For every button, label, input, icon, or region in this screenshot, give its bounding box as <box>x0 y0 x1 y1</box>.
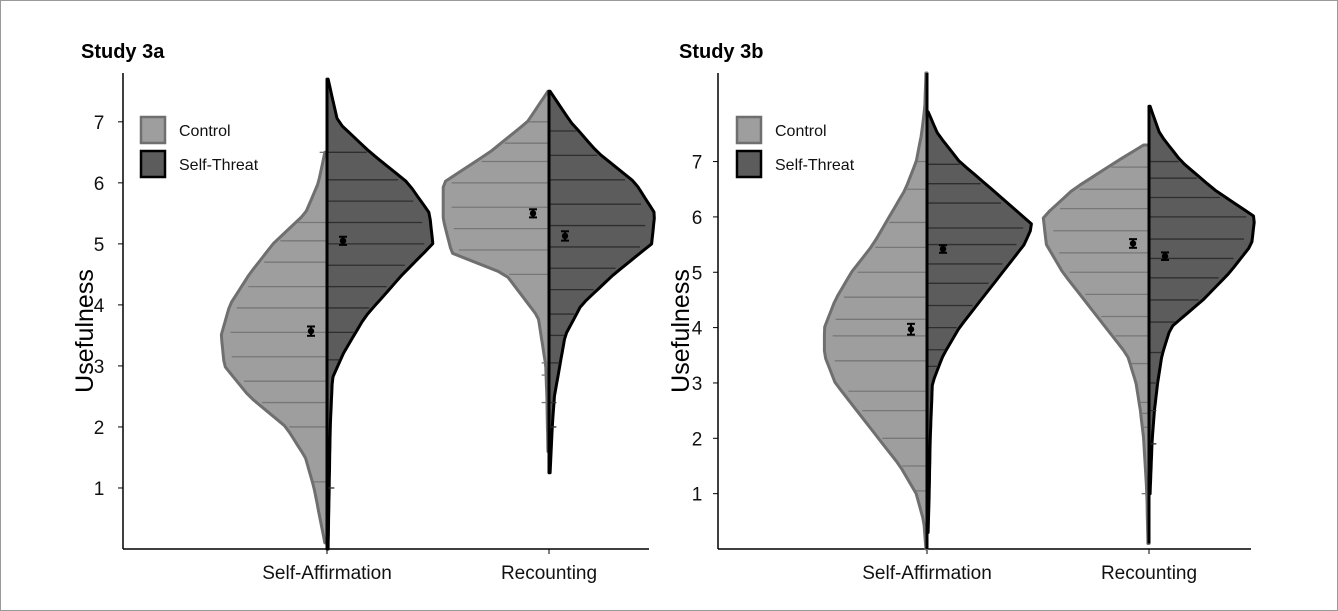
y-tick-label: 6 <box>94 174 105 195</box>
y-tick-label: 4 <box>94 296 105 317</box>
violin-self-threat-recounting <box>547 89 656 475</box>
y-tick-label: 3 <box>692 374 703 395</box>
violin-self-threat-self-affirmation <box>925 110 1033 534</box>
y-tick-label: 5 <box>94 235 105 256</box>
y-tick-label: 2 <box>94 418 105 439</box>
y-tick-label: 5 <box>692 263 703 284</box>
legend-swatch <box>735 115 763 145</box>
mean-point <box>1161 253 1169 260</box>
panel-title: Study 3a <box>81 41 165 63</box>
y-tick-label: 4 <box>692 319 703 340</box>
legend-label: Self-Threat <box>775 157 855 174</box>
violin-control-self-affirmation <box>219 150 329 545</box>
panel-study-3b: Study 3b 1 2 3 4 5 6 7 Usefulness Self-Affirmatio… <box>667 41 1256 584</box>
y-tick-label: 2 <box>692 429 703 450</box>
legend: Control Self-Threat <box>735 115 855 179</box>
legend-swatch <box>139 149 167 179</box>
legend-swatch <box>139 115 167 145</box>
y-tick-label: 7 <box>94 113 105 134</box>
mean-point <box>1129 240 1137 247</box>
x-category-label: Self-Affirmation <box>262 563 392 584</box>
legend-label: Self-Threat <box>179 157 259 174</box>
y-tick-label: 7 <box>692 153 703 174</box>
violin-self-threat-recounting <box>1147 104 1256 496</box>
mean-point <box>529 210 537 217</box>
panel-study-3a: Study 3a 1 2 3 4 5 6 7 Usefulness Self-Affirmatio… <box>71 41 656 584</box>
violin-self-threat-self-affirmation <box>325 77 435 551</box>
mean-point <box>561 232 569 240</box>
mean-point <box>907 326 915 333</box>
y-axis-title: Usefulness <box>667 269 695 393</box>
y-tick-label: 1 <box>94 479 105 500</box>
y-tick-label: 6 <box>692 208 703 229</box>
x-category-label: Recounting <box>501 563 597 584</box>
y-axis-title: Usefulness <box>71 269 99 393</box>
violin-control-recounting <box>441 89 551 453</box>
legend-label: Control <box>775 123 827 140</box>
legend-swatch <box>735 149 763 179</box>
y-tick-label: 3 <box>94 357 105 378</box>
x-category-label: Self-Affirmation <box>862 563 992 584</box>
legend-label: Control <box>179 123 231 140</box>
violin-control-self-affirmation <box>822 71 929 551</box>
violin-control-recounting <box>1041 143 1151 545</box>
legend: Control Self-Threat <box>139 115 259 179</box>
panel-title: Study 3b <box>679 41 763 63</box>
mean-point <box>339 237 347 245</box>
mean-point <box>939 245 947 253</box>
x-category-label: Recounting <box>1101 563 1197 584</box>
y-tick-label: 1 <box>692 485 703 506</box>
mean-point <box>307 327 315 335</box>
